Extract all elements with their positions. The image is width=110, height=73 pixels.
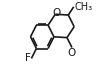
Text: O: O xyxy=(68,48,76,58)
Text: CH₃: CH₃ xyxy=(74,2,93,12)
Text: F: F xyxy=(25,53,31,63)
Text: O: O xyxy=(52,8,61,18)
